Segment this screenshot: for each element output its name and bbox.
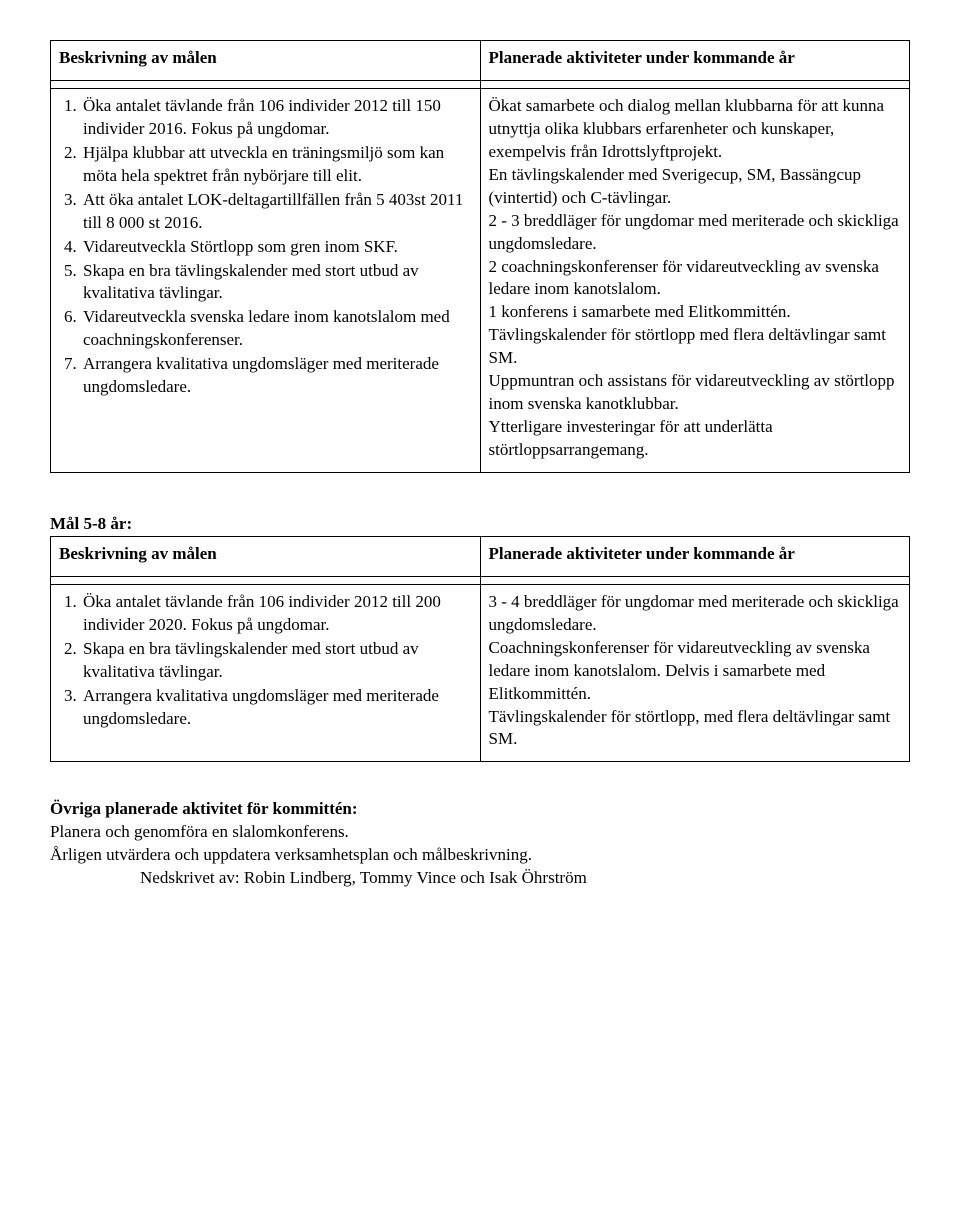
table1-header-left: Beskrivning av målen: [51, 41, 481, 81]
closing-line: Årligen utvärdera och uppdatera verksamh…: [50, 844, 910, 867]
activity-line: Ytterligare investeringar för att underl…: [489, 416, 902, 462]
activity-line: Uppmuntran och assistans för vidareutvec…: [489, 370, 902, 416]
activity-line: Tävlingskalender för störtlopp, med fler…: [489, 706, 902, 752]
list-item: Skapa en bra tävlingskalender med stort …: [81, 260, 472, 306]
table1-goals-cell: Öka antalet tävlande från 106 individer …: [51, 88, 481, 472]
closing-block: Övriga planerade aktivitet för kommittén…: [50, 798, 910, 890]
list-item: Öka antalet tävlande från 106 individer …: [81, 95, 472, 141]
list-item: Arrangera kvalitativa ungdomsläger med m…: [81, 353, 472, 399]
closing-title: Övriga planerade aktivitet för kommittén…: [50, 798, 910, 821]
table2-activities-cell: 3 - 4 breddläger för ungdomar med merite…: [480, 584, 910, 762]
table1-spacer: [51, 80, 910, 88]
table2-goals-list: Öka antalet tävlande från 106 individer …: [59, 591, 472, 731]
table2-header-row: Beskrivning av målen Planerade aktivitet…: [51, 536, 910, 576]
list-item: Arrangera kvalitativa ungdomsläger med m…: [81, 685, 472, 731]
goals-table-1: Beskrivning av målen Planerade aktivitet…: [50, 40, 910, 473]
table2-spacer: [51, 576, 910, 584]
closing-line: Planera och genomföra en slalomkonferens…: [50, 821, 910, 844]
table1-activities-cell: Ökat samarbete och dialog mellan klubbar…: [480, 88, 910, 472]
activity-line: 2 - 3 breddläger för ungdomar med merite…: [489, 210, 902, 256]
table2-header-left: Beskrivning av målen: [51, 536, 481, 576]
list-item: Vidareutveckla Störtlopp som gren inom S…: [81, 236, 472, 259]
list-item: Skapa en bra tävlingskalender med stort …: [81, 638, 472, 684]
closing-authors: Nedskrivet av: Robin Lindberg, Tommy Vin…: [50, 867, 910, 890]
list-item: Öka antalet tävlande från 106 individer …: [81, 591, 472, 637]
table1-header-row: Beskrivning av målen Planerade aktivitet…: [51, 41, 910, 81]
activity-line: 2 coachningskonferenser för vidareutveck…: [489, 256, 902, 302]
table1-goals-list: Öka antalet tävlande från 106 individer …: [59, 95, 472, 399]
goals-table-2: Beskrivning av målen Planerade aktivitet…: [50, 536, 910, 763]
section-5-8-label: Mål 5-8 år:: [50, 513, 910, 536]
table1-body-row: Öka antalet tävlande från 106 individer …: [51, 88, 910, 472]
activity-line: 3 - 4 breddläger för ungdomar med merite…: [489, 591, 902, 637]
table2-goals-cell: Öka antalet tävlande från 106 individer …: [51, 584, 481, 762]
list-item: Att öka antalet LOK-deltagartillfällen f…: [81, 189, 472, 235]
table1-header-right: Planerade aktiviteter under kommande år: [480, 41, 910, 81]
table2-body-row: Öka antalet tävlande från 106 individer …: [51, 584, 910, 762]
activity-line: 1 konferens i samarbete med Elitkommitté…: [489, 301, 902, 324]
activity-line: Ökat samarbete och dialog mellan klubbar…: [489, 95, 902, 164]
activity-line: Tävlingskalender för störtlopp med flera…: [489, 324, 902, 370]
activity-line: Coachningskonferenser för vidareutveckli…: [489, 637, 902, 706]
list-item: Vidareutveckla svenska ledare inom kanot…: [81, 306, 472, 352]
table2-header-right: Planerade aktiviteter under kommande år: [480, 536, 910, 576]
list-item: Hjälpa klubbar att utveckla en träningsm…: [81, 142, 472, 188]
activity-line: En tävlingskalender med Sverigecup, SM, …: [489, 164, 902, 210]
